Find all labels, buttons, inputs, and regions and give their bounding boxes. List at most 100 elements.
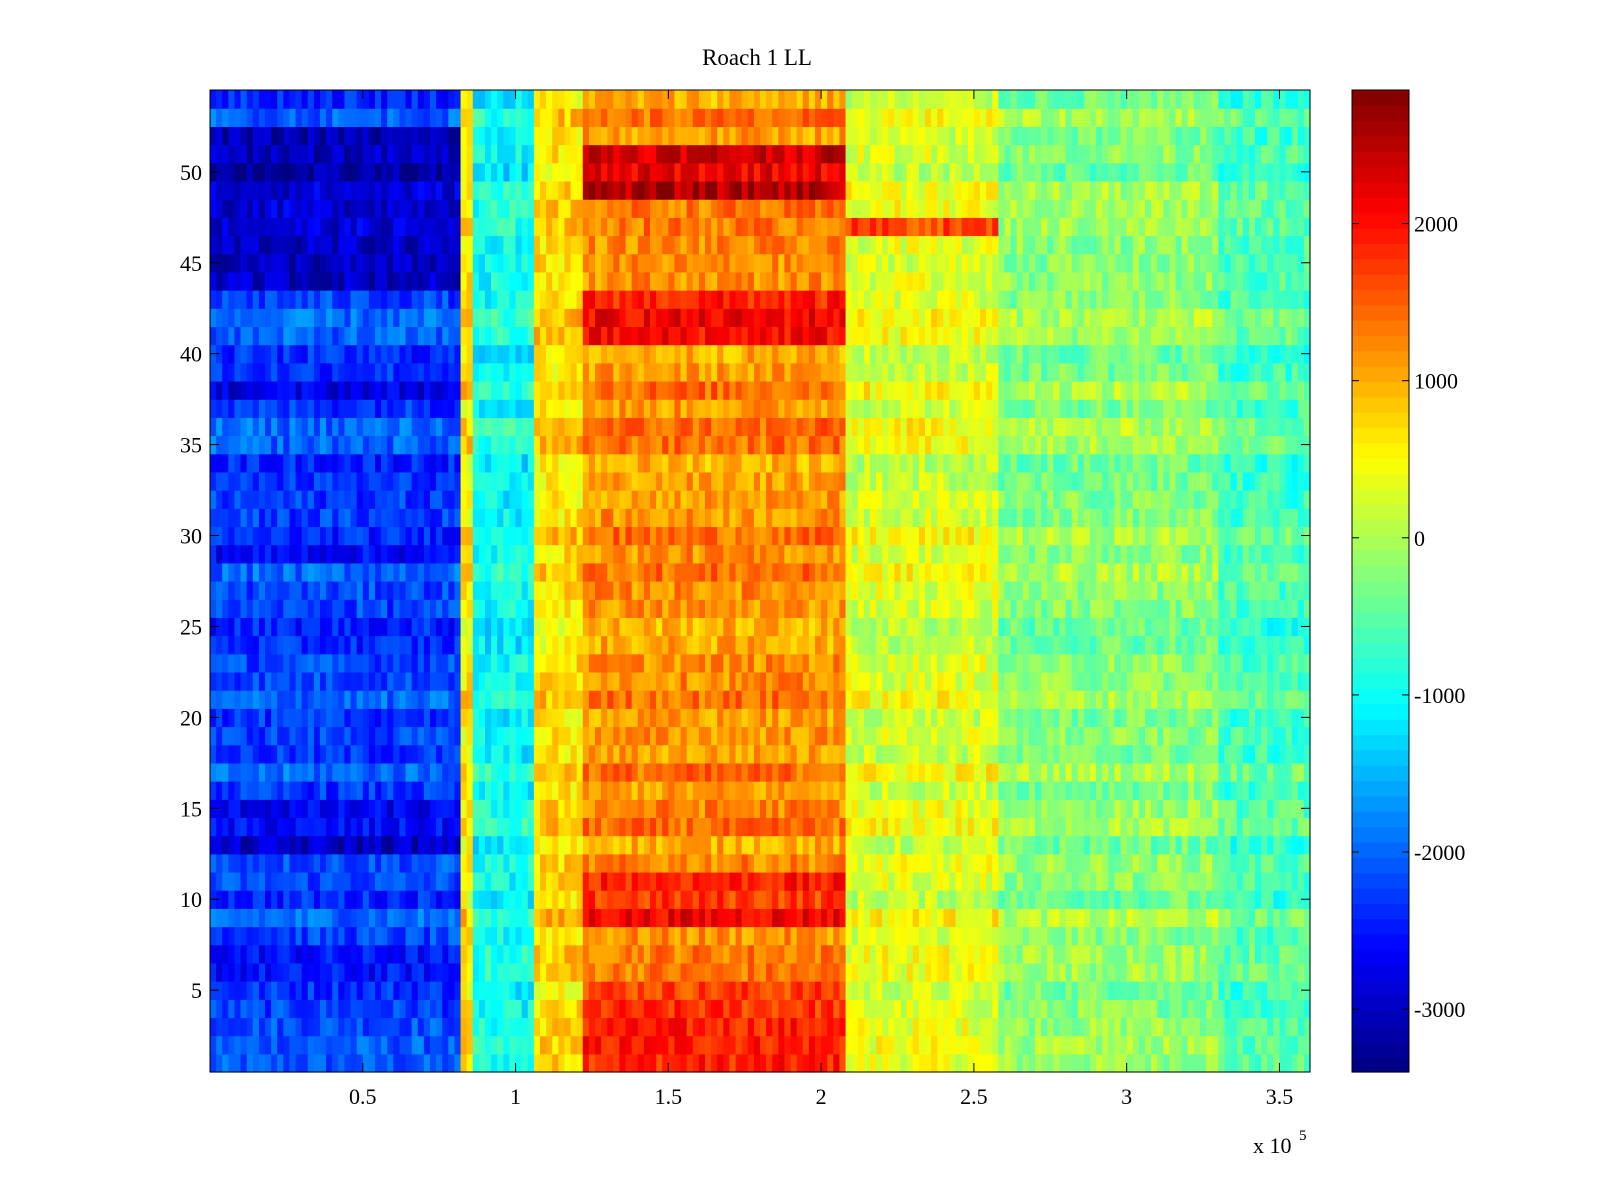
- heatmap-cell: [313, 908, 321, 928]
- heatmap-cell: [698, 781, 706, 800]
- heatmap-cell: [1175, 690, 1183, 709]
- heatmap-cell: [1279, 799, 1287, 819]
- heatmap-cell: [692, 1053, 700, 1073]
- heatmap-cell: [234, 1035, 242, 1055]
- heatmap-cell: [723, 817, 731, 837]
- heatmap-cell: [717, 744, 724, 764]
- heatmap-cell: [332, 999, 339, 1019]
- heatmap-cell: [436, 744, 443, 764]
- heatmap-cell: [540, 690, 547, 709]
- heatmap-cell: [307, 1035, 315, 1055]
- heatmap-cell: [1267, 853, 1274, 873]
- heatmap-cell: [375, 762, 382, 782]
- heatmap-cell: [857, 817, 865, 837]
- heatmap-cell: [1206, 726, 1213, 746]
- heatmap-cell: [643, 635, 651, 655]
- heatmap-cell: [533, 799, 541, 819]
- heatmap-cell: [527, 781, 535, 800]
- heatmap-cell: [1193, 726, 1201, 746]
- heatmap-cell: [252, 617, 260, 637]
- heatmap-cell: [1010, 581, 1018, 600]
- heatmap-cell: [417, 817, 425, 837]
- heatmap-cell: [1090, 744, 1097, 764]
- heatmap-cell: [411, 726, 419, 746]
- heatmap-cell: [1114, 890, 1122, 909]
- heatmap-cell: [717, 817, 724, 837]
- heatmap-cell: [778, 871, 786, 891]
- heatmap-cell: [973, 744, 981, 764]
- heatmap-cell: [436, 817, 443, 837]
- heatmap-cell: [448, 1035, 456, 1055]
- heatmap-cell: [1175, 635, 1183, 655]
- heatmap-cell: [430, 708, 437, 728]
- heatmap-cell: [808, 835, 816, 855]
- heatmap-cell: [252, 835, 260, 855]
- heatmap-cell: [442, 1017, 449, 1037]
- heatmap-cell: [216, 635, 223, 655]
- heatmap-cell: [882, 908, 889, 928]
- heatmap-cells: [210, 90, 1311, 1073]
- heatmap-cell: [399, 799, 407, 819]
- heatmap-cell: [643, 1053, 651, 1073]
- heatmap-cell: [503, 744, 511, 764]
- heatmap-cell: [778, 1017, 786, 1037]
- heatmap-cell: [1053, 653, 1061, 673]
- heatmap-cell: [509, 781, 517, 800]
- heatmap-cell: [1004, 835, 1012, 855]
- heatmap-cell: [863, 744, 871, 764]
- heatmap-cell: [460, 690, 468, 709]
- heatmap-cell: [234, 762, 242, 782]
- heatmap-cell: [595, 962, 602, 982]
- heatmap-cell: [515, 671, 523, 691]
- heatmap-cell: [1114, 853, 1122, 873]
- heatmap-cell: [454, 871, 462, 891]
- heatmap-cell: [1273, 1035, 1281, 1055]
- heatmap-cell: [234, 853, 242, 873]
- heatmap-cell: [295, 835, 303, 855]
- heatmap-cell: [1175, 671, 1183, 691]
- heatmap-cell: [1255, 617, 1262, 637]
- heatmap-cell: [472, 926, 480, 946]
- heatmap-cell: [656, 871, 663, 891]
- heatmap-cell: [1285, 926, 1293, 946]
- heatmap-cell: [711, 799, 718, 819]
- heatmap-cell: [912, 581, 920, 600]
- heatmap-cell: [986, 671, 993, 691]
- heatmap-cell: [466, 853, 474, 873]
- heatmap-cell: [949, 853, 957, 873]
- heatmap-cell: [1126, 871, 1134, 891]
- heatmap-cell: [1016, 908, 1024, 928]
- heatmap-cell: [1255, 926, 1262, 946]
- heatmap-cell: [900, 690, 908, 709]
- heatmap-cell: [595, 726, 602, 746]
- heatmap-cell: [1206, 581, 1213, 600]
- heatmap-cell: [955, 726, 963, 746]
- heatmap-cell: [1035, 581, 1042, 600]
- heatmap-cell: [1169, 908, 1177, 928]
- heatmap-cell: [417, 890, 425, 909]
- heatmap-cell: [1114, 1017, 1122, 1037]
- heatmap-cell: [564, 890, 572, 909]
- heatmap-cell: [955, 708, 963, 728]
- heatmap-cell: [943, 853, 951, 873]
- heatmap-cell: [1108, 653, 1116, 673]
- heatmap-cell: [307, 908, 315, 928]
- heatmap-cell: [741, 708, 749, 728]
- heatmap-cell: [466, 617, 474, 637]
- heatmap-cell: [338, 1053, 346, 1073]
- heatmap-cell: [863, 871, 871, 891]
- heatmap-cell: [1028, 853, 1036, 873]
- heatmap-cell: [576, 762, 584, 782]
- heatmap-cell: [222, 617, 229, 637]
- heatmap-cell: [1169, 617, 1177, 637]
- heatmap-cell: [368, 926, 376, 946]
- heatmap-cell: [1138, 1017, 1146, 1037]
- heatmap-cell: [778, 653, 786, 673]
- heatmap-cell: [1242, 835, 1250, 855]
- heatmap-cell: [423, 817, 431, 837]
- heatmap-cell: [851, 744, 859, 764]
- heatmap-cell: [320, 671, 327, 691]
- heatmap-cell: [631, 581, 639, 600]
- heatmap-cell: [668, 562, 676, 582]
- heatmap-cell: [1035, 562, 1042, 582]
